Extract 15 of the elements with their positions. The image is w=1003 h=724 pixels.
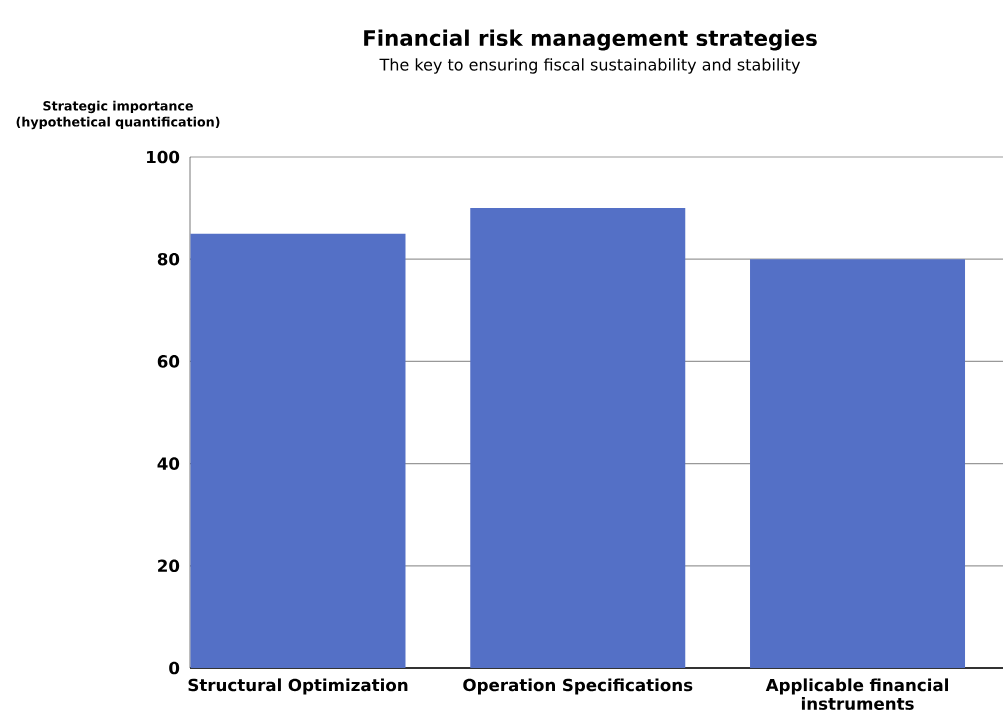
y-tick-label: 40: [157, 457, 180, 470]
y-tick-label: 60: [157, 355, 180, 368]
bar: [190, 233, 406, 668]
y-tick-label: 0: [169, 661, 180, 675]
y-tick-label: 100: [147, 150, 180, 164]
x-tick-label: Operation Specifications: [463, 678, 693, 695]
y-axis-title: Strategic importance (hypothetical quantification): [16, 100, 220, 130]
bar: [470, 208, 686, 668]
y-tick-label: 20: [158, 559, 180, 573]
chart-subtitle: The key to ensuring fiscal sustainability and stability: [379, 58, 801, 74]
x-tick-label: Applicable financial instruments: [765, 678, 948, 710]
bar: [750, 259, 966, 668]
x-tick-label: Structural Optimization: [188, 678, 408, 695]
chart-title: Financial risk management strategies: [364, 29, 817, 51]
y-tick-label: 80: [157, 252, 180, 266]
